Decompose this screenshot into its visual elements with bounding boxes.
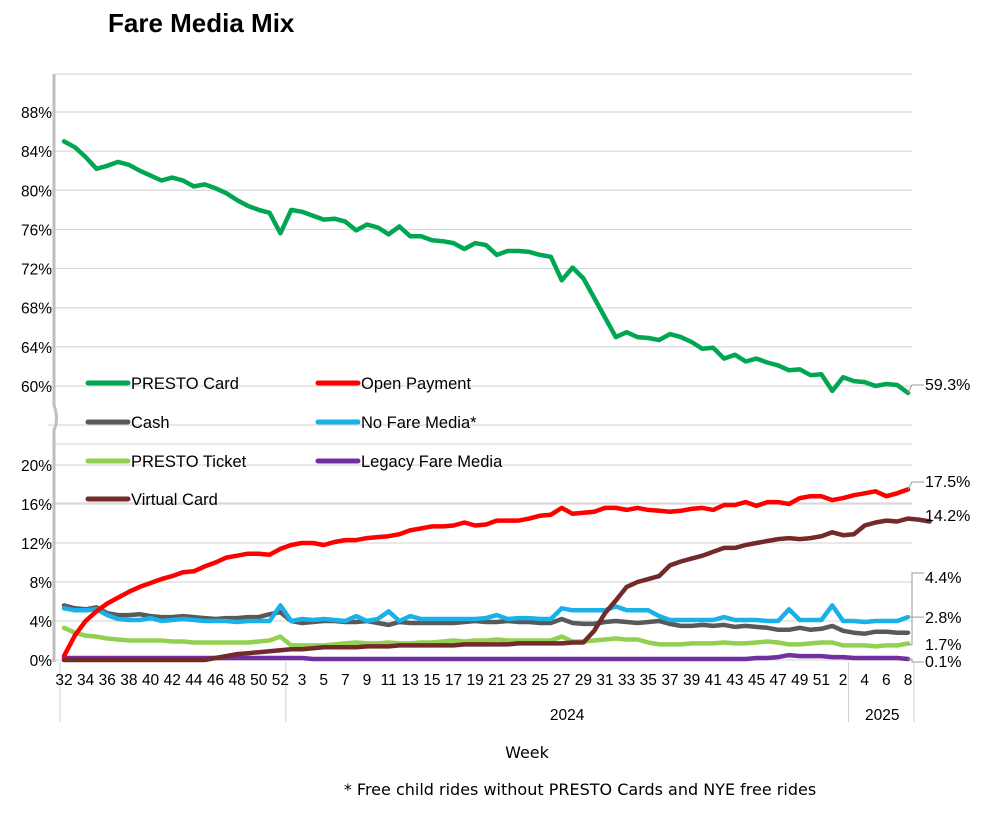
x-tick-labels: 32 34 36 38 40 42 44 46 48 50 52 3 5 7 9 11 13 15 17 19 21 23…: [55, 672, 912, 724]
chart-title: Fare Media Mix: [108, 8, 295, 38]
x-tick-label: 19: [467, 672, 484, 689]
end-label-legacy-fare-media: 0.1%: [925, 654, 961, 671]
x-tick-label: 2: [839, 672, 848, 689]
x-tick-label: 25: [531, 672, 548, 689]
y-tick-label: 4%: [30, 614, 53, 631]
legend: PRESTO Card Open Payment Cash No Fare Media…: [85, 375, 503, 509]
legend-label: PRESTO Ticket: [131, 453, 247, 471]
x-tick-label: 39: [683, 672, 700, 689]
x-tick-label: 27: [553, 672, 570, 689]
x-tick-label: 46: [207, 672, 224, 689]
x-tick-label: 41: [705, 672, 722, 689]
x-tick-label: 35: [640, 672, 657, 689]
end-label-presto-ticket: 1.7%: [925, 637, 961, 654]
y-tick-label: 76%: [21, 222, 52, 239]
legend-label: No Fare Media*: [361, 414, 477, 432]
x-tick-label: 29: [575, 672, 592, 689]
x-tick-label: 40: [142, 672, 160, 689]
y-tick-label: 68%: [21, 301, 52, 318]
x-tick-label: 23: [510, 672, 527, 689]
y-tick-label: 64%: [21, 340, 52, 357]
x-tick-label: 47: [770, 672, 787, 689]
end-label-presto-card: 59.3%: [925, 377, 970, 394]
x-tick-label: 9: [363, 672, 372, 689]
legend-label: Legacy Fare Media: [361, 453, 503, 471]
x-tick-label: 44: [185, 672, 203, 689]
y-tick-label: 60%: [21, 379, 52, 396]
x-tick-label: 7: [341, 672, 350, 689]
series-line-virtual-card: [61, 516, 932, 663]
legend-item-open-payment: Open Payment: [315, 375, 471, 393]
series-line-presto-ticket: [61, 625, 911, 649]
x-tick-label: 37: [661, 672, 678, 689]
x-tick-label: 17: [445, 672, 462, 689]
y-tick-label: 72%: [21, 262, 52, 279]
x-tick-label: 21: [488, 672, 505, 689]
y-tick-label: 8%: [30, 575, 53, 592]
x-axis-title: Week: [505, 743, 550, 762]
y-tick-label: 20%: [21, 458, 52, 475]
x-tick-label: 49: [791, 672, 808, 689]
x-tick-label: 51: [813, 672, 830, 689]
x-tick-label: 52: [272, 672, 289, 689]
x-tick-label: 48: [229, 672, 246, 689]
leader-line: [908, 658, 924, 663]
legend-item-no-fare-media: No Fare Media*: [315, 414, 477, 432]
x-tick-label: 31: [596, 672, 613, 689]
legend-label: PRESTO Card: [131, 375, 239, 393]
legend-label: Open Payment: [361, 375, 471, 393]
axes: [52, 74, 915, 722]
series-line-open-payment: [61, 487, 911, 659]
end-label-open-payment: 17.5%: [925, 474, 970, 491]
y-tick-labels: 88% 84% 80% 76% 72% 68% 64% 60% 20% 16% 12% 8% 4% 0%: [21, 105, 52, 670]
end-label-no-fare-media: 4.4%: [925, 570, 961, 587]
legend-item-legacy-fare-media: Legacy Fare Media: [315, 453, 503, 471]
x-tick-label: 3: [298, 672, 307, 689]
x-tick-label: 32: [55, 672, 72, 689]
x-tick-label: 11: [381, 672, 397, 689]
end-label-cash: 2.8%: [925, 610, 961, 627]
x-tick-label: 36: [99, 672, 116, 689]
y-tick-label: 88%: [21, 105, 52, 122]
x-tick-label: 45: [748, 672, 765, 689]
x-group-label: 2025: [865, 707, 899, 724]
legend-label: Virtual Card: [131, 491, 218, 509]
legend-item-cash: Cash: [85, 414, 170, 432]
series-line-cash: [61, 603, 911, 636]
series-line-presto-card: [61, 139, 911, 396]
y-axis-line: [52, 74, 58, 662]
leader-line: [907, 481, 924, 490]
series-lines: [61, 139, 932, 663]
y-tick-label: 12%: [21, 536, 52, 553]
y-tick-label: 0%: [30, 653, 53, 670]
end-labels: 59.3% 17.5% 2.8% 4.4% 1.7%0.1% 14.2%: [907, 377, 970, 671]
legend-label: Cash: [131, 414, 170, 432]
x-group-label: 2024: [550, 707, 585, 724]
x-tick-label: 6: [882, 672, 891, 689]
y-tick-label: 16%: [21, 497, 52, 514]
y-tick-label: 84%: [21, 144, 52, 161]
legend-item-presto-card: PRESTO Card: [85, 375, 239, 393]
footnote: * Free child rides without PRESTO Cards …: [344, 780, 816, 799]
legend-item-presto-ticket: PRESTO Ticket: [85, 453, 247, 471]
x-tick-label: 8: [904, 672, 913, 689]
legend-item-virtual-card: Virtual Card: [85, 491, 218, 509]
x-tick-label: 33: [618, 672, 635, 689]
x-tick-label: 50: [250, 672, 268, 689]
leader-line: [907, 384, 924, 394]
x-tick-label: 42: [164, 672, 181, 689]
x-tick-label: 34: [77, 672, 95, 689]
x-tick-label: 15: [423, 672, 440, 689]
x-tick-label: 43: [726, 672, 743, 689]
end-label-virtual-card: 14.2%: [925, 508, 970, 525]
x-tick-label: 4: [860, 672, 869, 689]
x-tick-label: 5: [319, 672, 328, 689]
x-tick-label: 38: [120, 672, 137, 689]
y-tick-label: 80%: [21, 183, 52, 200]
x-tick-label: 13: [402, 672, 419, 689]
leader-line: [908, 572, 924, 646]
series-line-no-fare-media: [61, 603, 911, 625]
